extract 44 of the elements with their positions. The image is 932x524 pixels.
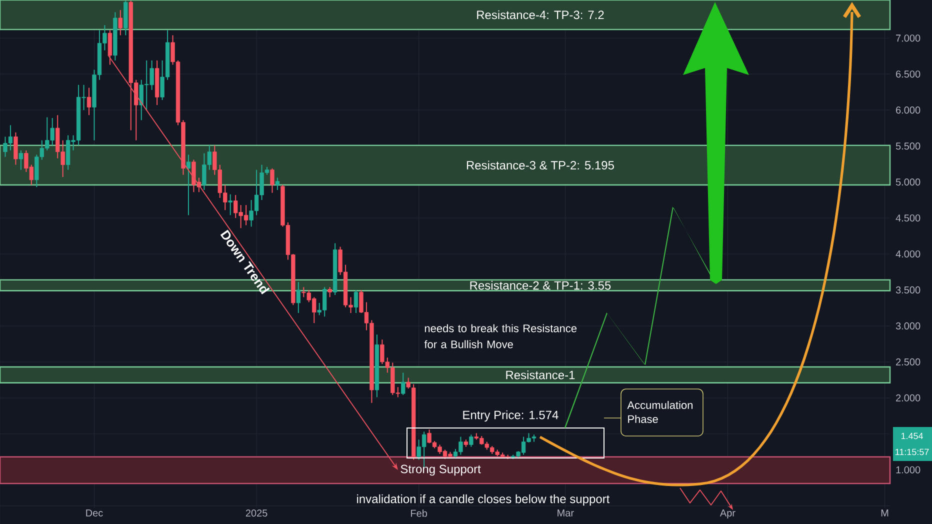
band-label: Resistance-2 & TP-1: 3.55 (470, 280, 611, 290)
y-tick-label: 6.000 (896, 106, 920, 114)
candlestick (296, 282, 301, 314)
band-label: Resistance-1 (506, 370, 575, 380)
y-tick-label: 3.000 (896, 322, 920, 330)
y-tick-label: 2.000 (896, 394, 920, 402)
candlestick (401, 372, 406, 396)
candlestick (86, 87, 92, 116)
band-label: Resistance-4: TP-3: 7.2 (477, 10, 604, 20)
x-tick-label: Mar (558, 510, 574, 516)
candlestick (228, 194, 232, 216)
annotation: Entry Price: 1.574 (463, 410, 558, 422)
annotation: Accumulation Phase (627, 400, 693, 424)
candlestick (406, 377, 410, 390)
y-tick-label: 7.000 (896, 34, 920, 42)
candlestick (270, 168, 274, 194)
band-label: Resistance-3 & TP-2: 5.195 (466, 160, 614, 170)
candlestick (118, 10, 123, 36)
candlestick (328, 286, 332, 298)
x-tick-label: 2025 (246, 510, 268, 517)
candlestick (18, 150, 24, 170)
y-tick-label: 1.000 (896, 466, 920, 474)
y-tick-label: 4.500 (896, 214, 920, 222)
y-tick-label: 5.500 (896, 142, 920, 150)
y-tick-label: 6.500 (896, 70, 920, 78)
y-tick-label: 3.500 (896, 286, 920, 294)
x-tick-label: M (881, 510, 888, 516)
annotation: needs to break this Resistance for a Bullish Move (424, 324, 577, 348)
candlestick (108, 30, 112, 66)
y-tick-label: 5.000 (896, 178, 920, 186)
candlestick (354, 289, 358, 314)
y-tick-label: 2.500 (896, 358, 920, 366)
y-tick-label: 4.000 (896, 250, 920, 258)
text: 1.454 (901, 432, 923, 440)
band-label: Strong Support (400, 464, 481, 476)
candlestick (186, 154, 191, 216)
candlestick (275, 177, 280, 190)
text: 11:15:57 (896, 448, 929, 456)
candlestick (14, 132, 18, 166)
x-tick-label: Apr (720, 510, 736, 518)
x-tick-label: Feb (411, 510, 428, 517)
annotation: invalidation if a candle closes below the support (357, 494, 610, 506)
candlestick (469, 434, 474, 448)
x-tick-label: Dec (86, 510, 103, 516)
